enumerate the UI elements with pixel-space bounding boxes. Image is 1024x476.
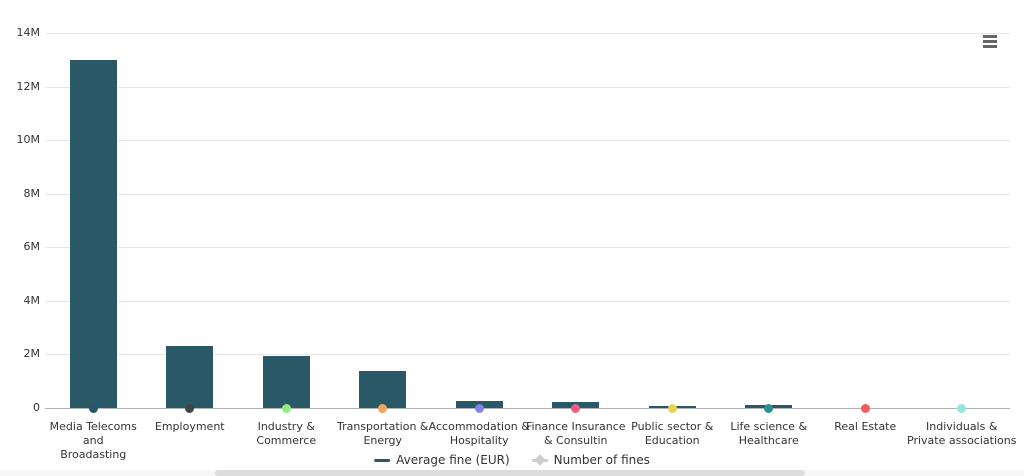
legend-label-number-of-fines: Number of fines — [553, 453, 650, 467]
scatter-point-number-of-fines[interactable] — [185, 404, 195, 413]
legend-item-average-fine[interactable]: Average fine (EUR) — [374, 453, 510, 467]
x-axis-line — [45, 408, 1010, 409]
scatter-point-number-of-fines[interactable] — [764, 404, 774, 413]
legend-label-average-fine: Average fine (EUR) — [396, 453, 510, 467]
x-axis-category-label: Transportation & Energy — [336, 420, 429, 447]
y-gridline — [45, 86, 1010, 88]
chart-context-menu-button[interactable] — [980, 33, 1000, 51]
y-axis-tick-label: 6M — [23, 240, 41, 254]
y-axis-tick-label: 0 — [33, 401, 40, 414]
scatter-point-number-of-fines[interactable] — [860, 404, 870, 413]
y-axis-tick-label: 8M — [23, 186, 41, 200]
line-marker-icon — [374, 458, 391, 462]
y-gridline — [45, 140, 1010, 142]
scatter-point-number-of-fines[interactable] — [957, 404, 967, 413]
x-axis-category-label: Industry & Commerce — [256, 420, 317, 447]
scatter-point-number-of-fines[interactable] — [571, 404, 581, 413]
scatter-point-number-of-fines[interactable] — [474, 404, 484, 413]
x-axis-category-label: Real Estate — [834, 420, 897, 433]
legend-item-number-of-fines[interactable]: Number of fines — [531, 453, 650, 467]
y-axis-tick-label: 14M — [16, 26, 41, 39]
y-gridline — [45, 247, 1010, 249]
horizontal-scrollbar-track — [0, 470, 1024, 476]
y-gridline — [45, 33, 1010, 34]
y-axis-tick-label: 4M — [23, 293, 41, 307]
x-axis-category-label: Finance Insurance & Consultin — [525, 420, 626, 447]
y-axis-tick-label: 12M — [16, 79, 41, 93]
y-gridline — [45, 193, 1010, 195]
hamburger-icon — [983, 35, 997, 48]
scatter-point-number-of-fines[interactable] — [88, 404, 98, 413]
y-axis-tick-label: 2M — [23, 347, 41, 361]
x-axis-category-label: Accommodation & Hospitality — [428, 420, 530, 447]
horizontal-scrollbar-thumb[interactable] — [215, 470, 805, 476]
bar-average-fine[interactable] — [69, 59, 117, 408]
scatter-point-number-of-fines[interactable] — [378, 404, 388, 413]
y-gridline — [45, 300, 1010, 302]
x-axis-category-label: Media Telecoms and Broadasting — [49, 420, 137, 461]
x-axis-category-label: Individuals & Private associations — [907, 420, 1017, 447]
y-axis-tick-label: 10M — [16, 133, 41, 147]
bar-average-fine[interactable] — [262, 355, 310, 408]
y-gridline — [45, 354, 1010, 356]
bar-average-fine[interactable] — [359, 370, 407, 408]
diamond-marker-icon — [531, 453, 548, 466]
legend: Average fine (EUR) Number of fines — [374, 453, 650, 467]
x-axis-category-label: Employment — [154, 420, 225, 433]
bar-average-fine[interactable] — [166, 346, 214, 408]
x-axis-category-label: Public sector & Education — [631, 420, 714, 447]
x-axis-category-label: Life science & Healthcare — [730, 420, 808, 447]
scatter-point-number-of-fines[interactable] — [281, 404, 291, 413]
scatter-point-number-of-fines[interactable] — [667, 404, 677, 413]
